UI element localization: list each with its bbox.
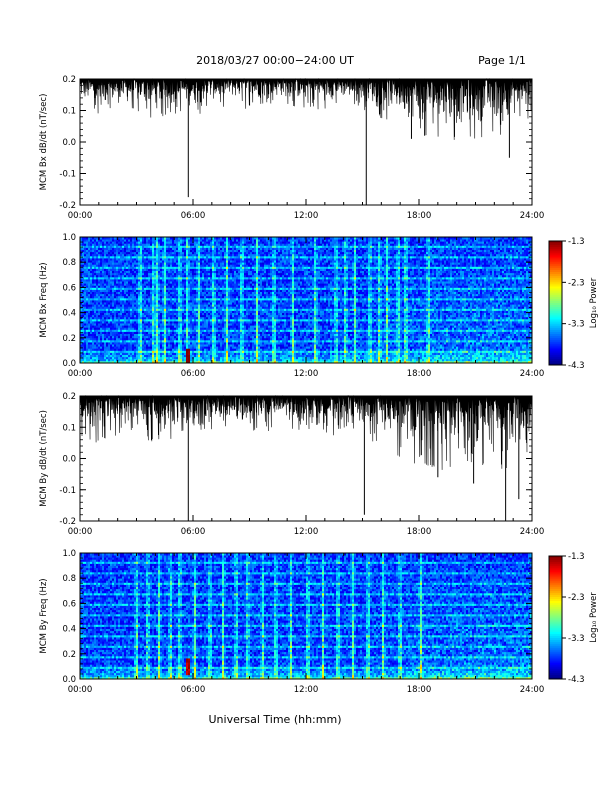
figure: 2018/03/27 00:00−24:00 UT Page 1/1 00:00… bbox=[0, 0, 612, 792]
page-number: Page 1/1 bbox=[478, 54, 526, 67]
y-axis-label: MCM Bx dB/dt (nT/sec) bbox=[39, 94, 49, 191]
y-tick-label: 0.0 bbox=[62, 138, 76, 148]
dbdt-trace bbox=[80, 79, 532, 140]
bx-dbdt-panel: 00:00 06:00 12:00 18:00 24:00 0.2 0.1 0.0 -0.1 -0… bbox=[39, 75, 544, 221]
y-tick-label: 0.2 bbox=[62, 75, 76, 85]
x-tick-label: 12:00 bbox=[294, 211, 319, 221]
y-tick-label: -0.2 bbox=[59, 201, 76, 211]
x-tick-label: 24:00 bbox=[520, 211, 545, 221]
x-tick-label: 18:00 bbox=[407, 211, 432, 221]
bx-spectrogram-panel: 00:00 06:00 12:00 18:00 24:001.00.80.60.40.2… bbox=[39, 233, 544, 379]
x-tick-label: 06:00 bbox=[181, 211, 206, 221]
spectrogram-cells bbox=[80, 237, 532, 363]
y-tick-label: 0.1 bbox=[62, 107, 76, 117]
page-title: 2018/03/27 00:00−24:00 UT bbox=[196, 54, 354, 67]
x-tick-label: 00:00 bbox=[68, 211, 93, 221]
plot-frame bbox=[80, 79, 532, 205]
y-tick-label: -0.1 bbox=[59, 170, 76, 180]
